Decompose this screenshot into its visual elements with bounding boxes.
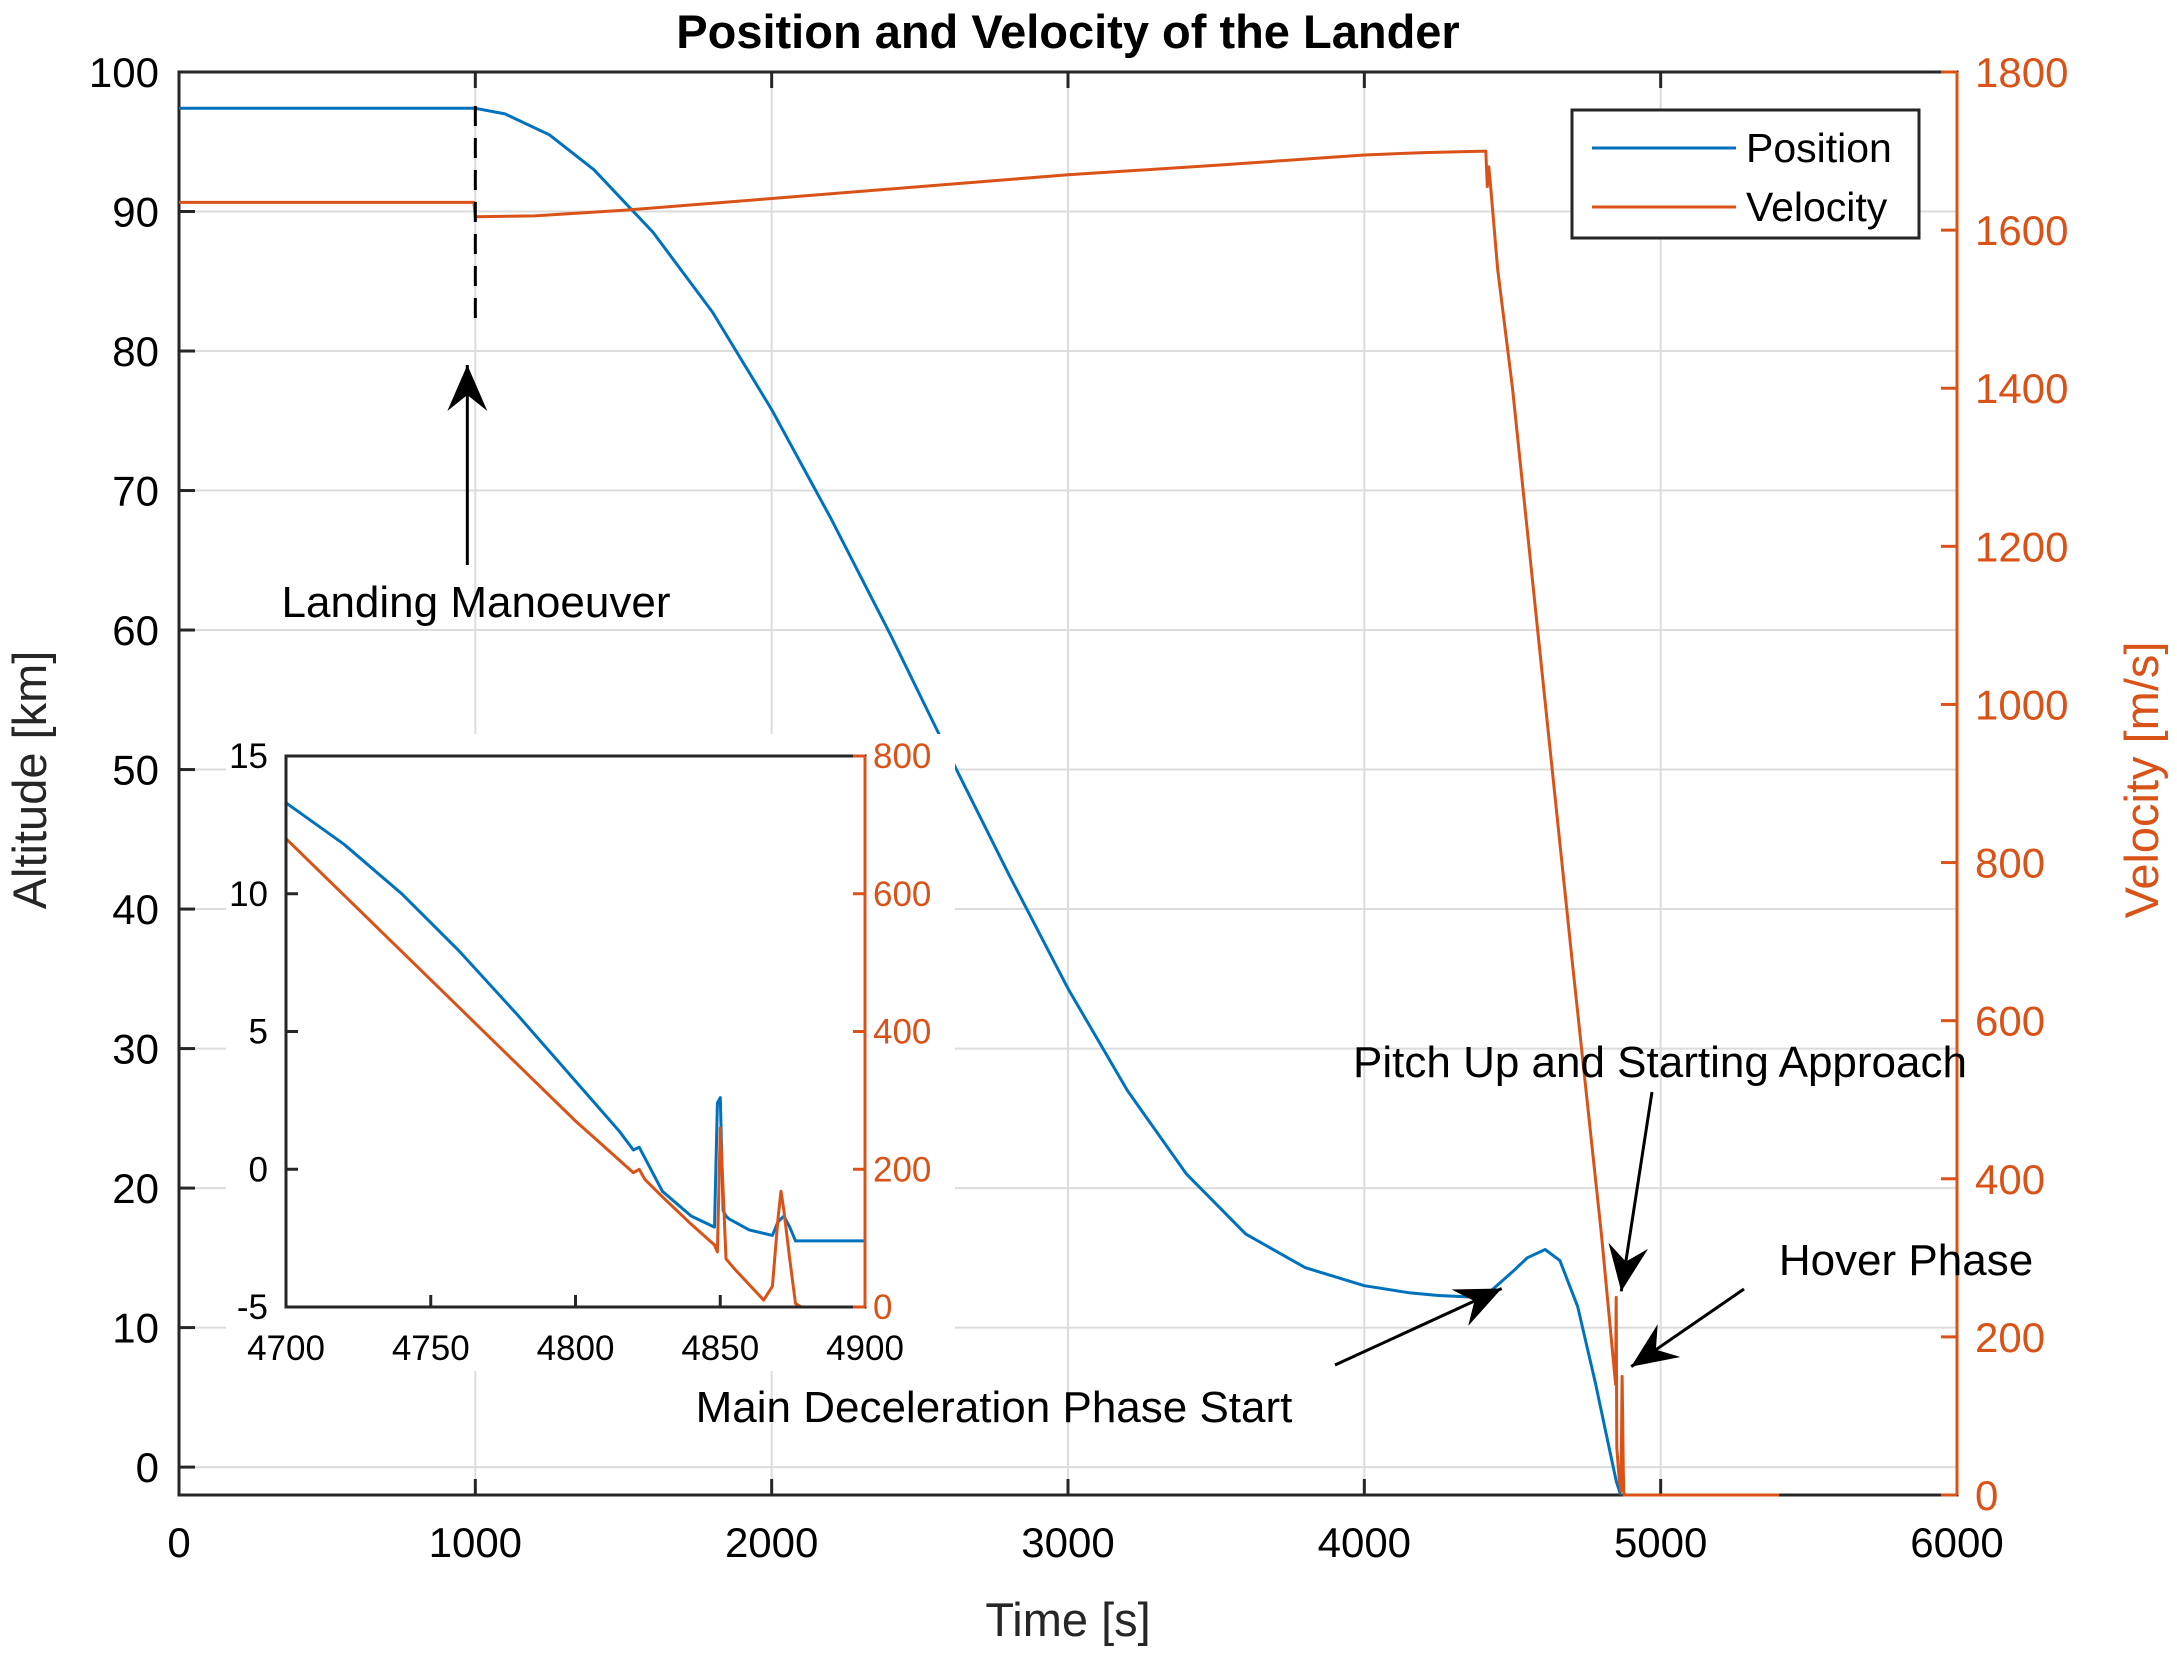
x-tick-label: 6000 xyxy=(1910,1519,2003,1566)
x-tick-label: 2000 xyxy=(725,1519,818,1566)
y-right-tick-label: 1200 xyxy=(1975,523,2068,570)
inset-y-left-tick-label: 15 xyxy=(229,737,268,776)
y-right-tick-label: 1000 xyxy=(1975,681,2068,728)
inset-series-lines xyxy=(284,801,865,1309)
y-left-tick-label: 100 xyxy=(89,49,159,96)
main-series-lines xyxy=(179,106,1780,1497)
inset-y-right-tick-label: 600 xyxy=(873,875,931,914)
inset-y-right-tick-label: 0 xyxy=(873,1288,892,1327)
inset-y-left-tick-label: 10 xyxy=(229,875,268,914)
y-left-tick-label: 60 xyxy=(112,607,159,654)
annotation-hover-phase: Hover Phase xyxy=(1779,1236,2033,1285)
main-axis-ticks: 0 1000 2000 3000 4000 5000 6000010203040506070… xyxy=(89,49,2069,1566)
x-tick-label: 4000 xyxy=(1318,1519,1411,1566)
x-axis-title: Time [s] xyxy=(985,1593,1150,1646)
inset-y-right-tick-label: 400 xyxy=(873,1013,931,1052)
y-right-tick-label: 800 xyxy=(1975,840,2045,887)
x-tick-label: 5000 xyxy=(1614,1519,1707,1566)
inset-x-tick-label: 4900 xyxy=(826,1329,904,1368)
inset-x-tick-label: 4800 xyxy=(537,1329,615,1368)
chart-title: Position and Velocity of the Lander xyxy=(676,5,1459,58)
y-right-tick-label: 0 xyxy=(1975,1472,1998,1519)
y-right-tick-label: 1800 xyxy=(1975,49,2068,96)
y-left-tick-label: 70 xyxy=(112,468,159,515)
legend-position-label: Position xyxy=(1746,125,1892,171)
arrow-landing-head xyxy=(447,364,488,411)
series-line-velocity xyxy=(179,149,1780,1497)
inset-x-tick-label: 4850 xyxy=(681,1329,759,1368)
y-right-tick-label: 600 xyxy=(1975,998,2045,1045)
y-axis-left-title: Altitude [km] xyxy=(3,651,56,910)
arrow-main-decel-shaft xyxy=(1334,1287,1503,1367)
inset-y-right-tick-label: 800 xyxy=(873,737,931,776)
annotations: Landing Manoeuver Pitch Up and Starting … xyxy=(282,364,2033,1432)
y-left-tick-label: 80 xyxy=(112,328,159,375)
y-right-tick-label: 1600 xyxy=(1975,207,2068,254)
legend: Position Velocity xyxy=(1570,108,1921,240)
inset-y-right-tick-label: 200 xyxy=(873,1150,931,1189)
y-axis-right-title: Velocity [m/s] xyxy=(2115,642,2168,919)
annotation-landing-manoeuver: Landing Manoeuver xyxy=(282,578,671,627)
y-left-tick-label: 40 xyxy=(112,886,159,933)
y-left-tick-label: 0 xyxy=(136,1444,159,1491)
x-tick-label: 1000 xyxy=(429,1519,522,1566)
x-tick-label: 0 xyxy=(167,1519,190,1566)
inset-y-left-tick-label: 5 xyxy=(249,1013,268,1052)
annotation-main-deceleration: Main Deceleration Phase Start xyxy=(696,1383,1293,1432)
inset-y-left-tick-label: 0 xyxy=(249,1150,268,1189)
y-right-tick-label: 200 xyxy=(1975,1314,2045,1361)
legend-box xyxy=(1570,108,1921,240)
inset-background xyxy=(226,734,955,1371)
inset-x-tick-label: 4750 xyxy=(392,1329,470,1368)
inset-series-line-velocity xyxy=(284,837,865,1309)
annotation-arrows xyxy=(447,364,1745,1368)
inset-series-line-position xyxy=(285,801,865,1243)
arrow-pitch-up-head xyxy=(1608,1242,1649,1292)
y-left-tick-label: 10 xyxy=(112,1305,159,1352)
inset-x-tick-label: 4700 xyxy=(247,1329,325,1368)
arrow-pitch-up-shaft xyxy=(1619,1091,1654,1292)
inset-axis-ticks: 4700 4750 4800 4850 4900 -5 0 5 10 15 0 200 400 600 80… xyxy=(229,737,931,1368)
inset-y-left-tick-label: -5 xyxy=(237,1288,268,1327)
y-left-tick-label: 90 xyxy=(112,189,159,236)
legend-velocity-label: Velocity xyxy=(1746,184,1888,230)
series-line-position xyxy=(179,106,1623,1496)
y-left-tick-label: 30 xyxy=(112,1026,159,1073)
y-left-tick-label: 50 xyxy=(112,747,159,794)
y-left-tick-label: 20 xyxy=(112,1165,159,1212)
annotation-pitch-up: Pitch Up and Starting Approach xyxy=(1353,1038,1967,1087)
arrow-main-decel-head xyxy=(1451,1288,1502,1326)
y-right-tick-label: 1400 xyxy=(1975,365,2068,412)
y-right-tick-label: 400 xyxy=(1975,1156,2045,1203)
x-tick-label: 3000 xyxy=(1021,1519,1114,1566)
arrow-hover-head xyxy=(1631,1324,1681,1367)
